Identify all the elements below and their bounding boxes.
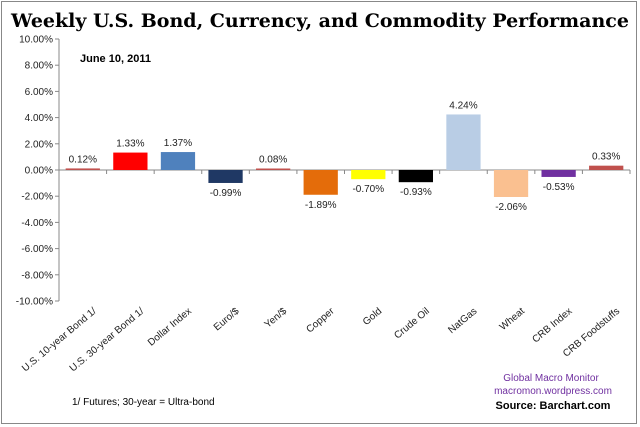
chart-date: June 10, 2011 <box>80 53 151 65</box>
y-tick-label: 0.00% <box>25 166 53 177</box>
x-tick-label: U.S. 10-year Bond 1/ <box>20 306 99 375</box>
x-tick-label: Yen/$ <box>263 306 290 331</box>
x-tick-label: NatGas <box>446 306 479 336</box>
chart-title: Weekly U.S. Bond, Currency, and Commodit… <box>10 10 629 32</box>
y-tick-label: -6.00% <box>21 244 53 255</box>
bar <box>446 114 481 170</box>
y-tick-label: -8.00% <box>21 270 53 281</box>
y-tick-label: 4.00% <box>25 113 53 124</box>
data-label: 0.08% <box>259 155 287 166</box>
data-label: 4.24% <box>449 100 477 111</box>
bar <box>303 170 338 195</box>
footnote: 1/ Futures; 30-year = Ultra-bond <box>72 397 215 408</box>
y-tick-label: -10.00% <box>16 297 53 308</box>
x-tick-label: Copper <box>304 305 337 335</box>
bar <box>493 170 529 197</box>
bar <box>160 152 196 170</box>
y-tick-label: 8.00% <box>25 61 53 72</box>
bar <box>541 170 576 177</box>
brand-url: macromon.wordpress.com <box>494 386 612 397</box>
x-tick-label: Wheat <box>498 306 527 333</box>
x-tick-label: Gold <box>361 306 384 328</box>
data-label: 0.33% <box>592 152 620 163</box>
y-tick-label: 6.00% <box>25 87 53 98</box>
data-label: -0.93% <box>400 187 432 198</box>
bar <box>398 170 434 183</box>
x-tick-label: Crude Oil <box>392 306 431 342</box>
bar <box>208 170 243 183</box>
y-tick-label: 10.00% <box>19 35 53 46</box>
data-label: -0.99% <box>210 188 242 199</box>
bar <box>65 168 100 170</box>
x-tick-label: CRB Index <box>530 306 574 346</box>
y-tick-label: -4.00% <box>21 218 53 229</box>
x-tick-label: Euro/$ <box>212 306 242 334</box>
y-tick-label: -2.00% <box>21 192 53 203</box>
bar <box>589 165 624 170</box>
brand-name: Global Macro Monitor <box>503 373 599 384</box>
x-tick-label: Dollar Index <box>146 306 194 349</box>
bar <box>351 170 386 180</box>
bar <box>255 168 291 170</box>
data-label: 1.37% <box>164 138 192 149</box>
data-label: -2.06% <box>495 202 527 213</box>
data-label: -1.89% <box>305 200 337 211</box>
data-label: 0.12% <box>69 154 97 165</box>
data-label: -0.53% <box>543 182 575 193</box>
bar <box>113 152 148 170</box>
source-note: Source: Barchart.com <box>496 400 611 412</box>
y-tick-label: 2.00% <box>25 139 53 150</box>
data-label: -0.70% <box>352 184 384 195</box>
data-label: 1.33% <box>116 139 144 150</box>
